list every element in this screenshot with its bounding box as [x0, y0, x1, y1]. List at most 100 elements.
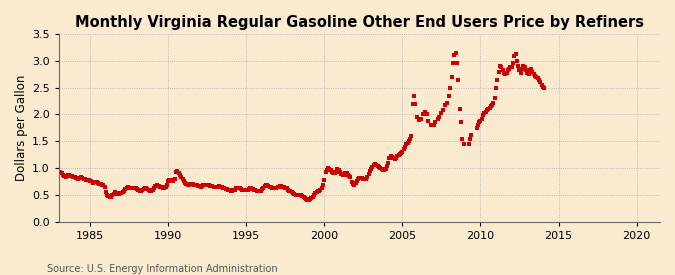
Point: [445, 86, 456, 90]
Point: [487, 103, 497, 107]
Point: [488, 100, 499, 105]
Point: [148, 186, 159, 190]
Point: [396, 151, 406, 155]
Point: [398, 147, 409, 152]
Point: [92, 180, 103, 185]
Point: [193, 184, 204, 188]
Point: [539, 86, 549, 90]
Point: [271, 186, 281, 190]
Point: [530, 74, 541, 78]
Point: [117, 190, 128, 194]
Point: [230, 187, 240, 192]
Point: [134, 188, 145, 193]
Point: [78, 177, 89, 181]
Point: [169, 177, 180, 182]
Point: [180, 181, 190, 185]
Point: [61, 173, 72, 178]
Point: [234, 186, 245, 191]
Point: [112, 192, 123, 196]
Point: [210, 185, 221, 189]
Point: [383, 161, 394, 165]
Point: [310, 191, 321, 195]
Point: [496, 65, 507, 69]
Point: [60, 174, 71, 179]
Point: [272, 185, 283, 189]
Point: [388, 156, 399, 161]
Point: [153, 184, 163, 188]
Point: [63, 173, 74, 177]
Point: [400, 144, 410, 149]
Point: [55, 170, 65, 174]
Point: [520, 68, 531, 73]
Point: [129, 186, 140, 191]
Point: [477, 117, 487, 121]
Point: [313, 189, 323, 193]
Point: [289, 192, 300, 197]
Point: [534, 77, 545, 82]
Point: [535, 80, 545, 84]
Point: [384, 156, 395, 161]
Point: [115, 191, 126, 196]
Point: [138, 187, 149, 191]
Point: [342, 172, 353, 177]
Point: [300, 196, 310, 200]
Point: [230, 186, 241, 191]
Point: [154, 184, 165, 189]
Point: [151, 183, 162, 188]
Point: [195, 185, 206, 189]
Point: [410, 101, 421, 106]
Point: [219, 186, 230, 191]
Point: [140, 186, 151, 190]
Point: [268, 186, 279, 191]
Point: [99, 185, 110, 189]
Point: [244, 187, 254, 191]
Point: [128, 186, 138, 191]
Point: [323, 165, 333, 170]
Point: [333, 167, 344, 172]
Point: [233, 186, 244, 190]
Point: [85, 179, 96, 183]
Point: [402, 141, 413, 145]
Point: [225, 188, 236, 193]
Point: [72, 176, 82, 180]
Point: [181, 182, 192, 186]
Point: [379, 167, 389, 172]
Point: [506, 65, 517, 69]
Point: [199, 183, 210, 187]
Point: [116, 191, 127, 195]
Point: [102, 193, 113, 197]
Point: [211, 185, 221, 189]
Point: [428, 123, 439, 127]
Point: [176, 174, 186, 179]
Point: [448, 61, 458, 66]
Point: [224, 188, 235, 192]
Point: [168, 179, 179, 183]
Point: [321, 167, 332, 172]
Point: [119, 189, 130, 193]
Point: [132, 187, 142, 191]
Point: [405, 136, 416, 141]
Point: [125, 186, 136, 191]
Point: [392, 154, 403, 158]
Point: [345, 175, 356, 179]
Point: [375, 166, 385, 170]
Point: [331, 170, 342, 174]
Point: [452, 61, 462, 66]
Point: [341, 171, 352, 176]
Point: [429, 120, 440, 125]
Point: [209, 185, 219, 189]
Point: [493, 69, 504, 74]
Point: [155, 185, 166, 189]
Point: [250, 188, 261, 192]
Point: [59, 174, 70, 178]
Point: [251, 188, 262, 193]
Point: [371, 163, 382, 167]
Point: [373, 165, 384, 169]
Point: [186, 182, 197, 186]
Point: [171, 170, 182, 174]
Point: [389, 157, 400, 162]
Point: [146, 189, 157, 193]
Point: [437, 108, 448, 112]
Point: [221, 187, 232, 191]
Point: [491, 86, 502, 90]
